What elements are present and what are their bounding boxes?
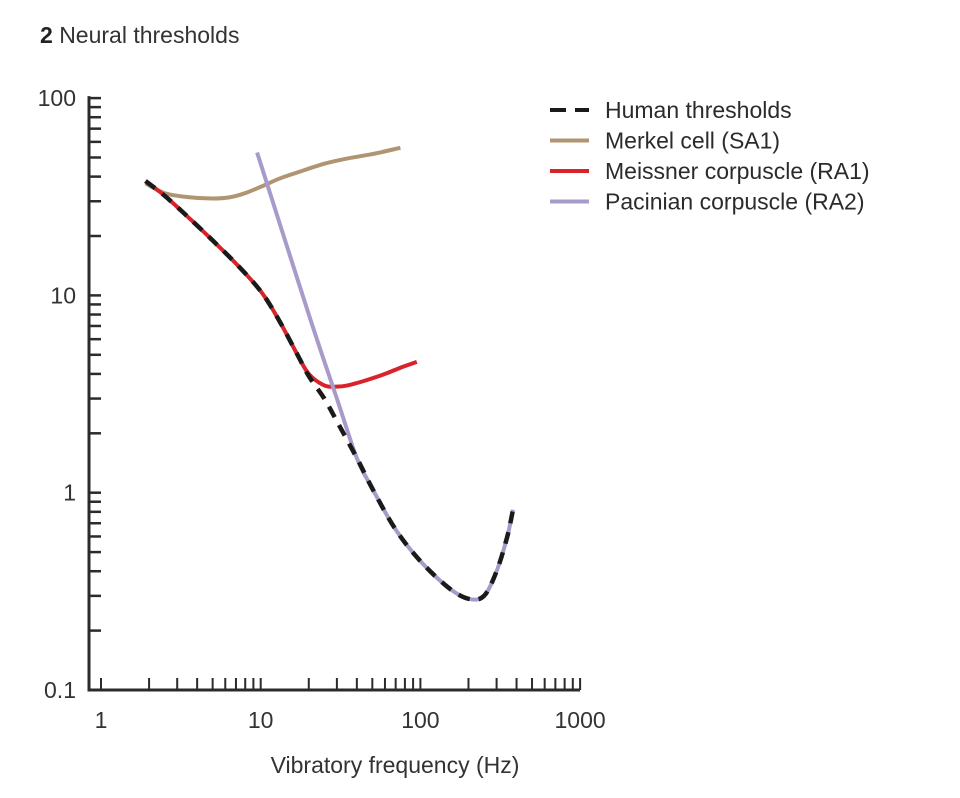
legend-label: Human thresholds: [605, 97, 792, 123]
legend-label: Pacinian corpuscle (RA2): [605, 189, 865, 215]
legend-item-meissner-corpuscle-ra1: Meissner corpuscle (RA1): [550, 158, 870, 184]
series-line-merkel-cell-sa1: [144, 145, 401, 201]
figure-title-text: Neural thresholds: [59, 22, 240, 48]
x-tick-label: 100: [401, 707, 439, 733]
y-tick-label: 1: [63, 480, 76, 506]
x-tick-label: 1: [95, 707, 108, 733]
chart-title: 2 Neural thresholds: [40, 22, 239, 49]
y-tick-label: 10: [50, 282, 76, 308]
x-axis-label: Vibratory frequency (Hz): [271, 752, 520, 778]
series-line-meissner-corpuscle-ra1: [144, 179, 418, 389]
axes: 0.1 1 10 100 1 10 100 1000: [38, 85, 606, 733]
x-tick-label: 1000: [555, 707, 606, 733]
series-line-pacinian-corpuscle-ra2: [255, 151, 515, 602]
y-tick-label: 100: [38, 85, 76, 111]
series-line-human-thresholds: [144, 179, 516, 602]
figure-number: 2: [40, 22, 53, 48]
legend: Human thresholds Merkel cell (SA1) Meissne…: [550, 97, 870, 215]
legend-item-human-thresholds: Human thresholds: [550, 97, 792, 123]
series-group: [144, 145, 516, 602]
y-tick-label: 0.1: [44, 677, 76, 703]
x-tick-label: 10: [248, 707, 274, 733]
legend-item-merkel-cell-sa1: Merkel cell (SA1): [550, 128, 780, 154]
legend-label: Merkel cell (SA1): [605, 128, 780, 154]
legend-label: Meissner corpuscle (RA1): [605, 158, 870, 184]
legend-item-pacinian-corpuscle-ra2: Pacinian corpuscle (RA2): [550, 189, 865, 215]
